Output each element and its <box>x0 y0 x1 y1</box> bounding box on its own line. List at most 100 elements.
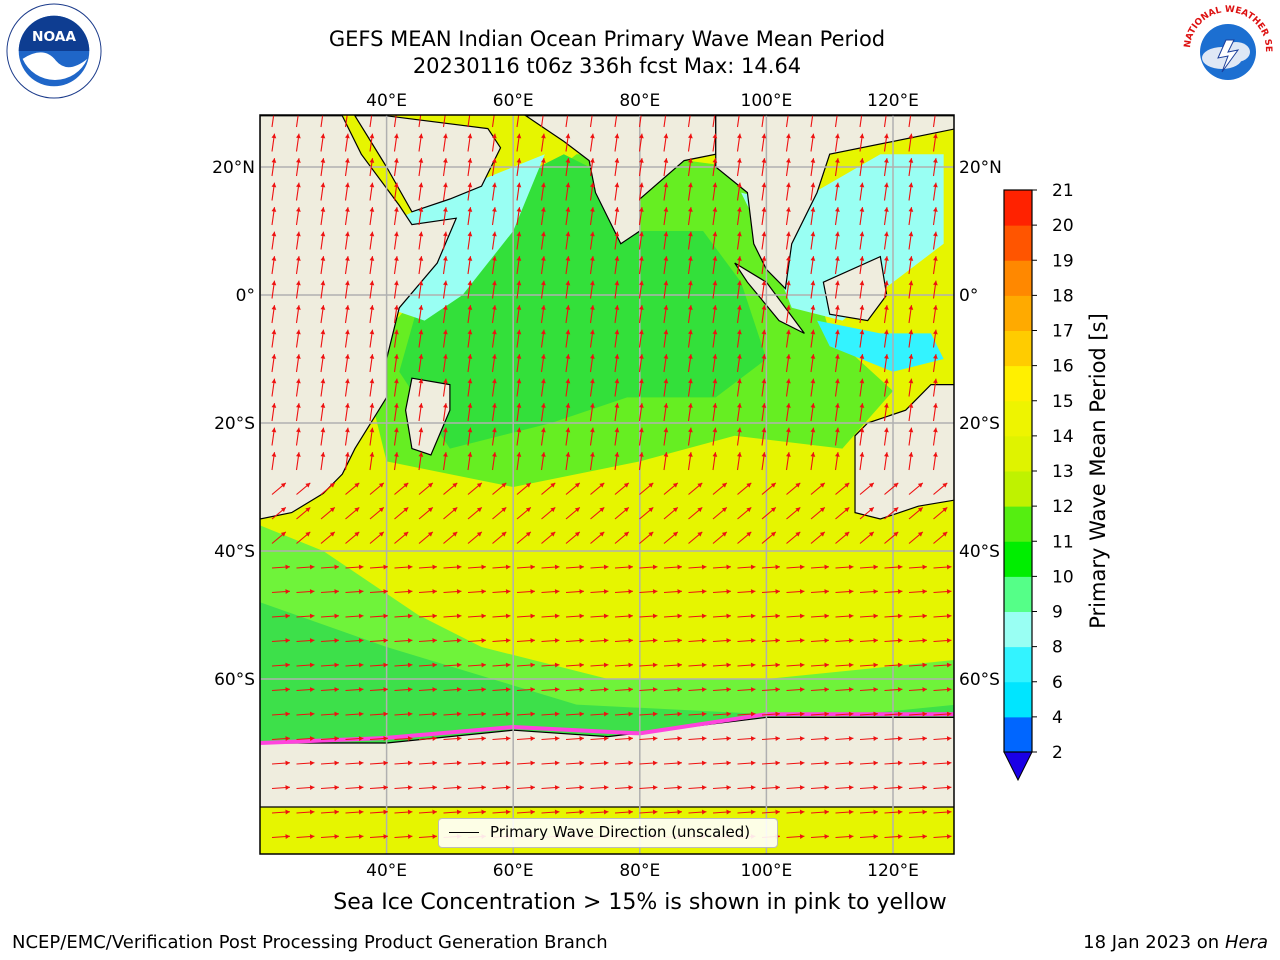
legend-line-swatch <box>449 832 479 833</box>
wave-direction-arrowhead <box>786 256 791 261</box>
wave-direction-arrowhead <box>603 760 609 766</box>
wave-direction-arrowhead <box>320 452 326 457</box>
wave-direction-arrowhead <box>799 809 805 815</box>
wave-direction-arrowhead <box>639 305 644 310</box>
wave-direction-arrowhead <box>663 427 669 433</box>
wave-direction-arrowhead <box>418 329 424 335</box>
wave-direction-arrowhead <box>726 809 731 815</box>
colorbar-segment <box>1004 681 1032 718</box>
wave-direction-arrowhead <box>922 834 927 839</box>
wave-direction-arrowhead <box>628 638 633 643</box>
wave-direction-arrow <box>908 115 912 128</box>
map-frame <box>259 114 955 855</box>
wave-direction-arrowhead <box>432 687 437 692</box>
wave-direction-arrowhead <box>443 427 448 433</box>
wave-direction-arrowhead <box>418 231 424 237</box>
wave-direction-arrowhead <box>908 378 914 384</box>
wave-direction-arrowhead <box>407 564 413 570</box>
wave-direction-arrowhead <box>516 231 522 237</box>
wave-direction-arrowhead <box>761 158 767 163</box>
wave-direction-arrowhead <box>628 711 633 717</box>
wave-direction-arrowhead <box>750 760 756 766</box>
colorbar-tick-label: 19 <box>1052 251 1074 271</box>
wave-direction-arrowhead <box>663 231 669 237</box>
wave-direction-arrowhead <box>639 427 644 433</box>
wave-direction-arrowhead <box>933 403 938 408</box>
wave-direction-arrowhead <box>334 613 339 619</box>
wave-direction-arrowhead <box>345 427 350 433</box>
wave-direction-arrowhead <box>443 403 448 408</box>
borneo-landmass <box>822 255 888 322</box>
wave-direction-arrowhead <box>688 452 693 457</box>
wave-direction-arrowhead <box>786 427 791 433</box>
wave-direction-arrowhead <box>946 662 952 668</box>
wave-direction-arrowhead <box>394 354 399 359</box>
colorbar-tick-label: 2 <box>1052 743 1063 763</box>
wave-direction-arrowhead <box>712 207 718 212</box>
wave-direction-arrowhead <box>432 834 437 839</box>
wave-direction-arrowhead <box>799 711 805 717</box>
wave-direction-arrowhead <box>946 613 952 619</box>
wave-direction-arrowhead <box>345 305 350 310</box>
wave-direction-arrowhead <box>320 427 326 433</box>
wave-direction-arrowhead <box>476 531 482 537</box>
wave-direction-arrowhead <box>505 564 511 570</box>
wave-direction-arrowhead <box>305 482 311 488</box>
wave-direction-arrowhead <box>628 613 633 619</box>
wave-direction-arrowhead <box>345 280 350 286</box>
wave-direction-arrowhead <box>664 109 669 114</box>
wave-direction-arrowhead <box>320 354 326 359</box>
wave-direction-arrowhead <box>481 760 486 766</box>
wave-direction-arrowhead <box>824 638 829 643</box>
wave-direction-arrowhead <box>305 531 311 537</box>
wave-direction-arrowhead <box>456 687 462 692</box>
lat-tick-label-left: 60°S <box>214 670 255 690</box>
wave-direction-arrowhead <box>383 809 388 815</box>
wave-direction-arrowhead <box>516 158 522 163</box>
wave-direction-arrowhead <box>946 638 952 643</box>
wave-direction-arrowhead <box>884 378 889 384</box>
wave-direction-arrowhead <box>565 305 571 310</box>
wave-direction-arrowhead <box>897 809 903 815</box>
wave-direction-arrowhead <box>652 809 658 815</box>
wave-direction-arrowhead <box>824 662 829 668</box>
wave-direction-arrowhead <box>844 507 850 513</box>
wave-direction-arrowhead <box>623 482 629 488</box>
wave-direction-arrowhead <box>848 736 854 741</box>
sea-ice-note: Sea Ice Concentration > 15% is shown in … <box>333 890 947 915</box>
wave-direction-arrowhead <box>505 638 511 643</box>
wave-direction-arrowhead <box>334 785 339 790</box>
wave-direction-arrowhead <box>296 158 301 163</box>
wave-direction-arrowhead <box>614 403 620 408</box>
wave-direction-arrowhead <box>824 809 829 815</box>
wave-direction-arrowhead <box>810 256 816 261</box>
wave-direction-arrowhead <box>407 638 413 643</box>
wave-direction-arrowhead <box>383 589 388 594</box>
wave-direction-arrowhead <box>565 354 571 359</box>
wave-direction-arrowhead <box>628 687 633 692</box>
wave-direction-arrowhead <box>418 354 424 359</box>
wave-direction-arrowhead <box>432 809 437 815</box>
wave-direction-arrowhead <box>603 736 609 741</box>
lat-tick-label-right: 60°S <box>959 670 1000 690</box>
wave-direction-arrowhead <box>712 403 718 408</box>
wave-direction-arrowhead <box>614 280 620 286</box>
wave-direction-arrowhead <box>432 760 437 766</box>
lon-tick-label-top: 40°E <box>366 91 407 111</box>
wave-direction-arrowhead <box>456 809 462 815</box>
wave-direction-arrowhead <box>354 507 360 513</box>
wave-direction-arrowhead <box>432 785 437 790</box>
wave-direction-arrowhead <box>467 403 473 408</box>
wave-direction-arrowhead <box>614 182 620 188</box>
colorbar-segment <box>1004 471 1032 507</box>
wave-direction-arrowhead <box>701 711 707 717</box>
wave-direction-arrowhead <box>271 354 277 359</box>
wave-direction-arrowhead <box>835 182 840 188</box>
wave-direction-arrowhead <box>334 564 339 570</box>
wave-direction-arrowhead <box>677 589 682 594</box>
wave-direction-arrowhead <box>383 736 388 741</box>
wave-direction-arrowhead <box>467 256 473 261</box>
wave-direction-arrowhead <box>712 354 718 359</box>
wave-direction-arrowhead <box>566 109 571 114</box>
wave-direction-arrowhead <box>456 564 462 570</box>
